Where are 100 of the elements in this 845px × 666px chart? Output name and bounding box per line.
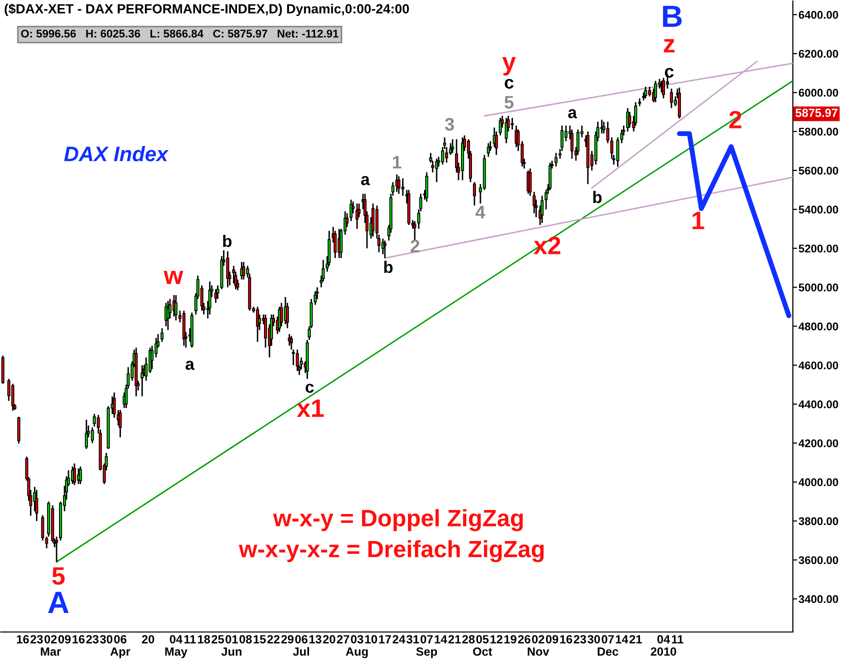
candlestick — [662, 77, 666, 100]
y-tick-label: 4600.00 — [798, 361, 838, 370]
annotation: 1 — [692, 212, 704, 230]
x-tick-label: 13 — [309, 635, 322, 644]
candlestick — [451, 138, 454, 154]
annotation: y — [502, 57, 516, 76]
candlestick — [290, 335, 293, 350]
candlestick — [654, 80, 658, 103]
candlestick — [174, 294, 178, 322]
candlestick — [90, 426, 94, 444]
x-tick-label: 26 — [518, 635, 530, 644]
candlestick — [160, 327, 164, 343]
x-tick-label: 23 — [574, 635, 586, 644]
candlestick — [84, 419, 88, 450]
x-tick-label: 17 — [379, 635, 391, 644]
candlestick — [670, 88, 673, 109]
annotation: c — [504, 78, 514, 89]
annotation: c — [306, 384, 314, 393]
y-tick-label: 4200.00 — [798, 439, 838, 448]
annotation: b — [384, 260, 393, 274]
candlestick — [371, 202, 374, 238]
annotation: b — [223, 234, 232, 248]
y-tick-label: 6000.00 — [798, 88, 838, 97]
x-tick-label: 19 — [504, 635, 516, 644]
y-tick-label: 4400.00 — [798, 400, 838, 408]
candlestick — [381, 238, 384, 255]
x-tick-label: 18 — [198, 635, 210, 644]
chart-title: ($DAX-XET - DAX PERFORMANCE-INDEX,D) Dynamic,0:00-24:00 — [4, 4, 409, 16]
x-tick-label: 16 — [16, 635, 29, 644]
x-tick-label: 29 — [281, 635, 294, 644]
x-tick-label: 24 — [392, 635, 406, 644]
x-tick-label: 27 — [336, 635, 350, 644]
y-tick-label: 3800.00 — [798, 517, 838, 526]
candlestick — [118, 409, 122, 438]
candlestick — [35, 489, 38, 522]
text: O: 5996.56 H: 6025.36 L: 5866.84 C: 5875.97 Net: -112.91 — [21, 30, 338, 38]
x-tick-label: 11 — [672, 635, 684, 644]
annotation: a — [361, 176, 370, 186]
y-tick-label: 6200.00 — [798, 50, 838, 58]
line-series — [676, 131, 792, 318]
y-tick-label: 5600.00 — [798, 166, 838, 175]
x-tick-label: 10 — [365, 635, 378, 644]
annotation: 1 — [392, 156, 402, 168]
x-tick-label: 16 — [560, 635, 572, 644]
candlestick — [540, 195, 544, 224]
x-tick-label: 21 — [448, 635, 461, 644]
annotation: 2 — [410, 240, 420, 252]
annotation: w-x-y-x-z = Dreifach ZigZag — [238, 540, 544, 562]
candlestick — [208, 280, 212, 316]
candlestick — [644, 86, 648, 100]
x-tick-label: 23 — [86, 635, 99, 644]
candlestick — [486, 142, 490, 158]
annotation: 5 — [52, 567, 65, 585]
candlestick — [425, 172, 428, 202]
candlestick — [226, 250, 230, 288]
annotation: w — [164, 270, 184, 284]
y-tick-label: 3600.00 — [798, 556, 838, 564]
x-tick-label: 30 — [588, 635, 600, 644]
candlestick — [140, 364, 144, 398]
annotation: w-x-y = Doppel ZigZag — [273, 509, 523, 532]
annotation: a — [186, 360, 194, 370]
y-tick-label: 3400.00 — [798, 595, 838, 604]
candlestick — [72, 462, 76, 486]
x-tick-label: 30 — [100, 635, 112, 644]
candlestick — [472, 181, 476, 206]
annotation: DAX Index — [64, 146, 169, 162]
x-tick-label: 15 — [254, 635, 266, 644]
x-tick-label: 12 — [490, 635, 502, 644]
candlestick — [78, 466, 82, 485]
candlestick — [397, 176, 400, 194]
candlestick — [242, 261, 246, 280]
candlestick — [264, 314, 268, 348]
annotation: b — [593, 190, 602, 204]
text: 5875.97 — [796, 108, 838, 117]
candlestick — [510, 117, 514, 130]
x-tick-label: 21 — [629, 635, 642, 644]
annotation: A — [48, 592, 69, 613]
x-tick-label: 09 — [546, 635, 558, 644]
annotation: z — [664, 39, 675, 52]
x-tick-label: 09 — [58, 635, 71, 644]
candlestick — [383, 240, 386, 259]
x-tick-label: 06 Jul — [292, 635, 310, 656]
y-tick-label: 5000.00 — [798, 284, 838, 292]
y-tick-label: 4800.00 — [798, 322, 838, 330]
y-tick-label: 4000.00 — [798, 478, 838, 486]
y-tick-label: 6400.00 — [798, 10, 838, 19]
candlestick — [401, 178, 404, 196]
y-tick-label: 5200.00 — [798, 244, 838, 252]
candlestick — [435, 158, 438, 183]
x-tick-label: 23 — [30, 635, 43, 644]
candlestick — [214, 288, 218, 304]
candlestick — [648, 86, 652, 98]
x-tick-label: 20 — [323, 635, 336, 644]
y-tick-label: 5400.00 — [798, 206, 838, 214]
candlestick — [334, 230, 337, 259]
candlestick — [678, 86, 681, 120]
candlestick — [554, 152, 558, 168]
annotation: 5 — [504, 96, 514, 109]
x-tick-label: 11 — [184, 635, 196, 644]
annotation: a — [568, 109, 578, 118]
